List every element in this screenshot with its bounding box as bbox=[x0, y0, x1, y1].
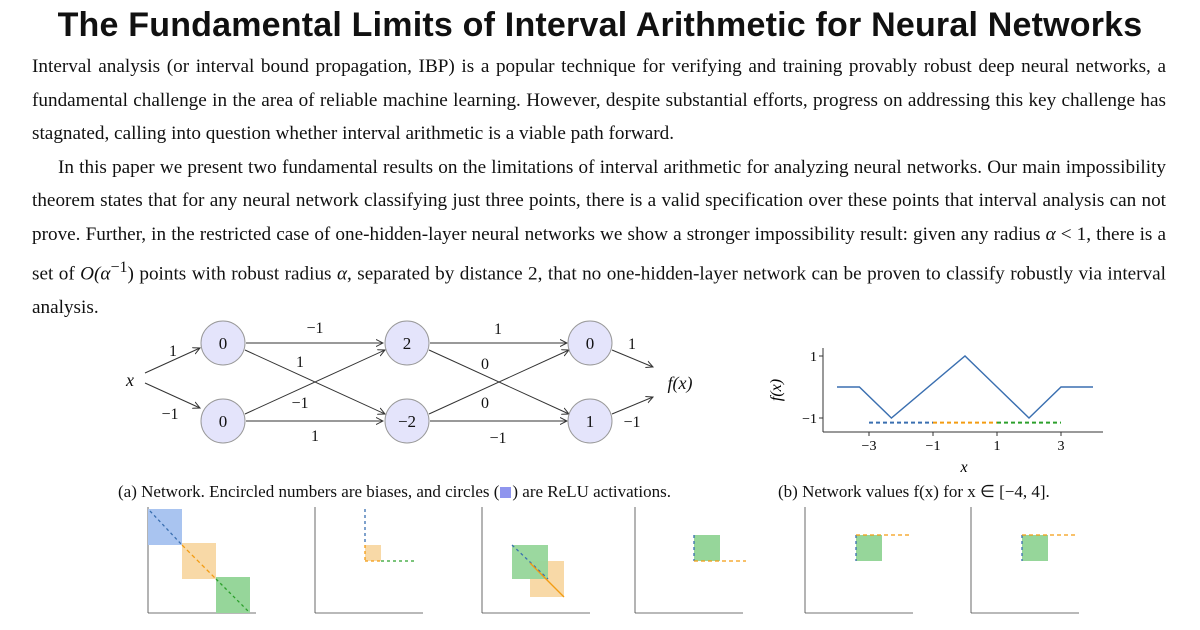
x-tick-label: 3 bbox=[1058, 439, 1065, 454]
x-axis-label: x bbox=[959, 459, 967, 476]
y-tick-label: −1 bbox=[802, 412, 817, 427]
abstract-text: In this paper we present two fundamental… bbox=[32, 156, 1166, 245]
big-o-notation: O(α bbox=[80, 263, 111, 285]
relu-node bbox=[200, 320, 246, 366]
y-tick-label: 1 bbox=[810, 350, 817, 365]
weight-label: 1 bbox=[628, 336, 636, 353]
weight-label: 1 bbox=[311, 428, 319, 445]
green-box bbox=[694, 535, 720, 561]
alpha-symbol: α bbox=[336, 263, 348, 285]
relu-node bbox=[567, 320, 613, 366]
weight-label: −1 bbox=[306, 320, 323, 337]
interval-panel bbox=[634, 507, 746, 614]
alpha-symbol: α bbox=[1045, 223, 1056, 245]
node-bias: 2 bbox=[403, 334, 412, 353]
edge-l2-bottom-cross bbox=[428, 350, 569, 415]
weight-label: −1 bbox=[623, 414, 640, 431]
weight-label: −1 bbox=[489, 430, 506, 447]
y-axis-label: f(x) bbox=[768, 379, 785, 401]
orange-box bbox=[182, 543, 216, 579]
x-tick-label: 1 bbox=[994, 439, 1001, 454]
weight-label: 1 bbox=[169, 343, 177, 360]
caption-text: ) are ReLU activations. bbox=[512, 482, 671, 501]
green-box bbox=[1022, 535, 1048, 561]
green-box bbox=[216, 577, 250, 613]
interval-panels bbox=[147, 507, 1079, 614]
relu-node bbox=[384, 398, 430, 444]
interval-panel bbox=[804, 507, 913, 614]
node-bias: 0 bbox=[586, 334, 595, 353]
relu-node bbox=[384, 320, 430, 366]
interval-panel bbox=[147, 507, 256, 614]
weight-label: 0 bbox=[481, 395, 489, 412]
series-line bbox=[837, 355, 1093, 419]
relu-node bbox=[200, 398, 246, 444]
weight-label: 1 bbox=[494, 321, 502, 338]
network-diagram: 0 0 2 −2 0 1 x f(x) 1 −1 −1 1 −1 1 1 0 0… bbox=[125, 320, 693, 447]
node-bias: 0 bbox=[219, 412, 228, 431]
green-box bbox=[856, 535, 882, 561]
weight-label: −1 bbox=[161, 406, 178, 423]
weight-label: 1 bbox=[296, 354, 304, 371]
input-label: x bbox=[125, 370, 134, 390]
interval-panel bbox=[314, 507, 423, 614]
abstract-text: ) points with robust radius bbox=[127, 263, 337, 285]
caption-text: (a) Network. Encircled numbers are biase… bbox=[118, 482, 500, 501]
interval-panel bbox=[970, 507, 1079, 614]
edge-in-bottom bbox=[144, 382, 200, 408]
abstract-paragraph-1: Interval analysis (or interval bound pro… bbox=[32, 56, 1166, 144]
node-bias: 1 bbox=[586, 412, 595, 431]
weight-label: 0 bbox=[481, 356, 489, 373]
edge-out-bottom bbox=[611, 397, 653, 415]
paper-title: The Fundamental Limits of Interval Arith… bbox=[57, 6, 1143, 44]
orange-box bbox=[365, 545, 381, 561]
network-values-chart: f(x) x −3 −1 1 3 1 −1 bbox=[768, 348, 1103, 476]
figure-a-caption: (a) Network. Encircled numbers are biase… bbox=[118, 482, 671, 502]
x-tick-label: −1 bbox=[926, 439, 941, 454]
edge-in-top bbox=[144, 348, 200, 374]
node-bias: 0 bbox=[219, 334, 228, 353]
abstract-text: , separated by distance 2, that no one-h… bbox=[32, 263, 1166, 318]
relu-node bbox=[567, 398, 613, 444]
blue-box bbox=[148, 509, 182, 545]
edge-l1-bottom-cross bbox=[244, 350, 385, 415]
x-tick-label: −3 bbox=[862, 439, 877, 454]
relu-swatch bbox=[500, 487, 512, 498]
edge-out-top bbox=[611, 349, 653, 367]
abstract-paragraph-2: In this paper we present two fundamental… bbox=[32, 151, 1166, 325]
abstract-text: < 1, there is a set of bbox=[32, 223, 1166, 285]
interval-panel bbox=[481, 507, 590, 614]
figure-b-caption: (b) Network values f(x) for x ∈ [−4, 4]. bbox=[778, 482, 1050, 501]
node-bias: −2 bbox=[398, 412, 416, 431]
inverse-exponent: −1 bbox=[110, 259, 128, 276]
output-label: f(x) bbox=[668, 373, 693, 394]
abstract: Interval analysis (or interval bound pro… bbox=[32, 50, 1166, 324]
weight-label: −1 bbox=[291, 395, 308, 412]
